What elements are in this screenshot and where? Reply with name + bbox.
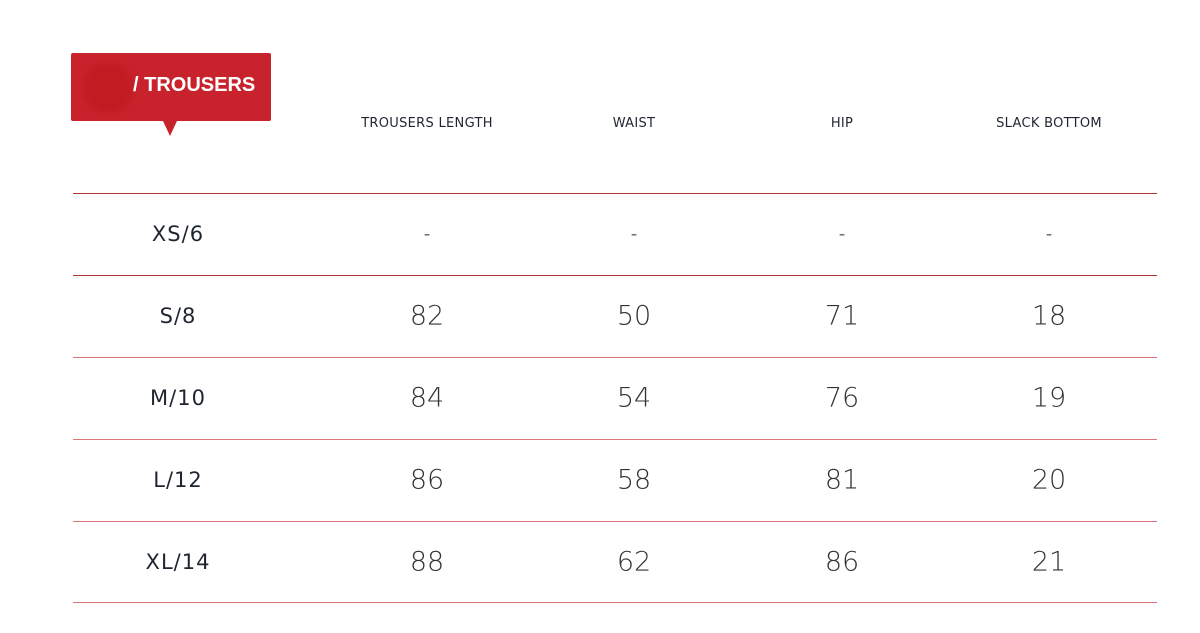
badge-logo bbox=[83, 63, 133, 113]
row-divider bbox=[73, 193, 1157, 194]
measurement-cell: 19 bbox=[1031, 382, 1067, 414]
measurement-cell: 50 bbox=[616, 300, 652, 332]
category-title: / TROUSERS bbox=[133, 74, 256, 96]
category-badge: / TROUSERS bbox=[71, 53, 271, 136]
size-label: XS/6 bbox=[151, 222, 205, 246]
row-divider bbox=[73, 439, 1157, 440]
row-divider bbox=[73, 602, 1157, 603]
size-label: M/10 bbox=[150, 386, 206, 410]
size-label: XL/14 bbox=[145, 549, 211, 574]
measurement-cell: 81 bbox=[824, 464, 860, 496]
measurement-cell: 21 bbox=[1031, 546, 1067, 577]
measurement-cell: 20 bbox=[1031, 464, 1067, 496]
row-divider bbox=[73, 521, 1157, 522]
measurement-cell: 86 bbox=[824, 546, 860, 577]
column-header: SLACK BOTTOM bbox=[996, 116, 1102, 131]
measurement-cell: 18 bbox=[1031, 300, 1067, 332]
badge-pointer bbox=[163, 121, 177, 136]
measurement-cell: 58 bbox=[616, 464, 652, 496]
measurement-cell: 71 bbox=[824, 300, 860, 332]
measurement-cell: 62 bbox=[616, 546, 652, 577]
measurement-cell: 84 bbox=[409, 382, 445, 414]
row-divider bbox=[73, 357, 1157, 358]
row-divider bbox=[73, 275, 1157, 276]
measurement-cell: - bbox=[423, 223, 431, 245]
measurement-cell: 54 bbox=[616, 382, 652, 414]
measurement-cell: - bbox=[838, 223, 846, 245]
size-label: L/12 bbox=[153, 468, 203, 492]
size-label: S/8 bbox=[159, 304, 197, 328]
measurement-cell: 76 bbox=[824, 382, 860, 414]
measurement-cell: 88 bbox=[409, 546, 445, 577]
column-header: TROUSERS LENGTH bbox=[361, 116, 493, 131]
measurement-cell: - bbox=[630, 223, 638, 245]
measurement-cell: 86 bbox=[409, 464, 445, 496]
measurement-cell: - bbox=[1045, 223, 1053, 245]
column-header: HIP bbox=[830, 116, 854, 131]
column-header: WAIST bbox=[612, 116, 656, 131]
measurement-cell: 82 bbox=[409, 300, 445, 332]
